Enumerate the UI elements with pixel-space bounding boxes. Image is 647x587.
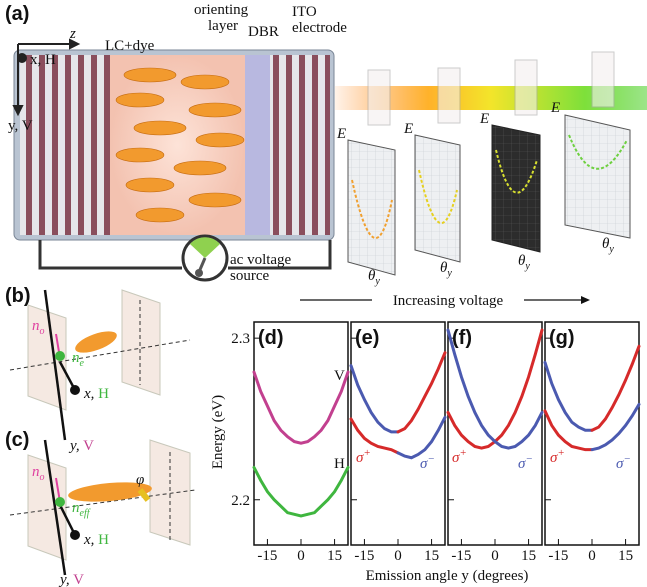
- y-tick-label: 2.3: [231, 331, 250, 347]
- plot-frame: [351, 322, 445, 545]
- curve-label: V: [334, 368, 345, 384]
- n-sub: eff: [80, 508, 91, 519]
- axis-pol: V: [83, 438, 94, 454]
- n-sub: e: [80, 358, 85, 369]
- x-tick-label: 0: [394, 548, 402, 564]
- layer-label: ITO: [292, 4, 317, 20]
- x-tick-label: -15: [354, 548, 374, 564]
- sigma-sup: −: [623, 453, 630, 465]
- x-tick-label: 0: [491, 548, 499, 564]
- n: n: [72, 500, 80, 516]
- layer-label: LC+dye: [105, 38, 155, 54]
- e-label: E: [403, 121, 413, 137]
- x-tick-label: -15: [451, 548, 471, 564]
- axis-label: y, V: [68, 438, 94, 454]
- sigma-sup: −: [427, 453, 434, 465]
- sigma-sup: +: [363, 447, 370, 459]
- voltage-arrowhead: [581, 296, 590, 304]
- n: n: [32, 464, 40, 480]
- n-sub: o: [40, 472, 45, 483]
- axis-var: x,: [83, 386, 94, 402]
- source-label: source: [230, 268, 269, 284]
- layer-label: orienting: [194, 2, 249, 18]
- source-label: ac voltage: [230, 252, 292, 268]
- panel-label: (c): [5, 429, 29, 451]
- sigma-sup: +: [459, 447, 466, 459]
- axis-var: x,: [83, 532, 94, 548]
- axis-label: y, V: [8, 118, 33, 134]
- sigma-sup: +: [557, 447, 564, 459]
- x-tick-label: 15: [618, 548, 633, 564]
- axis-pol: H: [98, 532, 109, 548]
- e-label: E: [550, 100, 560, 116]
- n-label: ne: [72, 350, 85, 369]
- layer-label: layer: [208, 18, 238, 34]
- n-label: neff: [72, 500, 91, 519]
- layer-label: DBR: [248, 24, 279, 40]
- x-tick-label: 15: [424, 548, 439, 564]
- panel-label: (b): [5, 285, 31, 307]
- axis-var: y,: [58, 572, 70, 587]
- figure: (a) z x, H y, V LC+dye orienting layer D…: [0, 0, 647, 587]
- phi-label: φ: [136, 472, 144, 488]
- plot-frame: [254, 322, 348, 545]
- panel-label: (f): [452, 327, 472, 349]
- panel-label: (d): [258, 327, 284, 349]
- x-tick-label: 0: [297, 548, 305, 564]
- axis-label: x, H: [83, 532, 109, 548]
- curve-label: H: [334, 456, 345, 472]
- x-tick-label: 0: [588, 548, 596, 564]
- n: n: [32, 318, 40, 334]
- theta-label: θy: [602, 236, 614, 255]
- e-label: E: [479, 111, 489, 127]
- panel-label: (a): [5, 3, 29, 25]
- schematic-b: [10, 290, 190, 440]
- sigma-sup: −: [525, 453, 532, 465]
- x-tick-label: 15: [521, 548, 536, 564]
- x-tick-label: -15: [257, 548, 277, 564]
- axis-label: x, H: [83, 386, 109, 402]
- panel-label: (e): [355, 327, 379, 349]
- theta-sub: y: [608, 244, 614, 255]
- voltage-label: Increasing voltage: [393, 293, 504, 309]
- e-label: E: [336, 126, 346, 142]
- theta-label: θy: [440, 260, 452, 279]
- axis-label: x, H: [30, 52, 56, 68]
- y-tick-label: 2.2: [231, 493, 250, 509]
- n: n: [72, 350, 80, 366]
- theta-sub: y: [524, 261, 530, 272]
- x-tick-label: -15: [548, 548, 568, 564]
- theta-label: θy: [518, 253, 530, 272]
- axis-pol: H: [98, 386, 109, 402]
- y-axis-title: Energy (eV): [210, 395, 226, 469]
- n-sub: o: [40, 326, 45, 337]
- axis-var: y,: [68, 438, 80, 454]
- x-axis-title: Emission angle y (degrees): [366, 568, 529, 584]
- axis-label: z: [69, 26, 76, 42]
- theta-sub: y: [446, 268, 452, 279]
- x-tick-label: 15: [327, 548, 342, 564]
- axis-pol: V: [73, 572, 84, 587]
- theta-sub: y: [374, 276, 380, 287]
- device: [14, 50, 334, 280]
- layer-label: electrode: [292, 20, 347, 36]
- axis-label: y, V: [58, 572, 84, 587]
- panel-label: (g): [549, 327, 575, 349]
- schematic-c: [10, 440, 195, 575]
- angle-panels: [348, 52, 630, 275]
